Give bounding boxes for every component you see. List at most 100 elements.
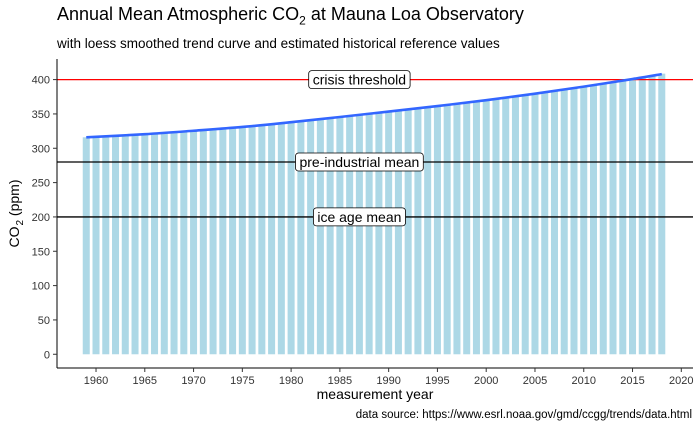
x-tick-label: 1965 [133,375,157,387]
bar-1979 [277,123,285,355]
bar-1981 [297,120,305,355]
bar-2017 [648,75,656,355]
bar-2003 [511,96,519,355]
x-tick-label: 2010 [572,375,596,387]
bar-1998 [463,102,471,355]
bar-2004 [521,95,529,355]
bar-2005 [531,93,539,355]
y-axis-title-subscript: 2 [15,220,26,226]
x-axis-ticks: 1960 1965 1970 1975 1980 1985 1990 1995 2000 2005… [84,368,694,387]
bar-1971 [199,130,207,355]
bar-1997 [453,104,461,355]
bar-1993 [414,109,422,355]
bar-1972 [209,129,217,355]
x-tick-label: 2020 [669,375,693,387]
bar-1978 [268,123,276,355]
bar-1973 [219,127,227,355]
x-tick-label: 1990 [376,375,400,387]
x-tick-label: 1980 [279,375,303,387]
bar-1980 [287,121,295,355]
bar-1964 [131,134,139,355]
bar-2013 [609,82,617,355]
reference-labels: crisis threshold pre-industrial mean ice a… [295,70,424,227]
bar-1994 [424,107,432,355]
reference-label-box [295,152,424,172]
title-subscript: 2 [299,13,306,28]
bar-1970 [190,130,198,355]
chart-title: Annual Mean Atmospheric CO2 at Mauna Loa… [57,4,524,28]
bar-2011 [589,85,598,355]
bar-series [82,73,666,355]
bar-1969 [180,131,188,355]
bar-2006 [541,92,549,355]
bar-1962 [112,135,120,355]
y-tick-label: 100 [32,281,50,293]
bar-1992 [404,109,412,355]
bar-1982 [307,120,315,355]
x-tick-label: 1970 [181,375,205,387]
data-source-caption: data source: https://www.esrl.noaa.gov/g… [355,409,692,421]
reference-label-text: crisis threshold [313,72,406,88]
x-tick-label: 2005 [523,375,547,387]
bar-1989 [375,111,383,355]
bar-1988 [365,112,373,355]
chart-subtitle: with loess smoothed trend curve and esti… [57,36,500,51]
x-axis-title: measurement year [317,386,434,402]
bar-1975 [238,126,246,355]
bar-1985 [336,116,344,355]
x-tick-label: 1995 [425,375,449,387]
title-tail: at Mauna Loa Observatory [305,4,524,24]
bar-1987 [355,114,363,355]
bar-1991 [394,110,402,355]
y-axis-title-main: CO [6,226,22,247]
y-tick-label: 350 [32,109,50,121]
x-tick-label: 2015 [620,375,644,387]
bar-1996 [443,105,451,355]
y-tick-label: 0 [44,349,50,361]
bar-1990 [385,111,393,355]
x-tick-label: 1960 [84,375,108,387]
reference-label-box [312,207,406,227]
reference-label-text: pre-industrial mean [299,154,419,170]
bar-1959 [82,137,90,355]
bar-1986 [346,115,354,355]
reference-label-2: ice age mean [312,207,406,227]
reference-label-0: crisis threshold [308,70,411,89]
y-tick-label: 150 [32,246,50,258]
title-main: Annual Mean Atmospheric CO [57,4,300,24]
bar-2012 [599,83,607,355]
bar-1974 [229,127,237,355]
bar-1961 [102,136,110,355]
bar-2000 [482,100,490,355]
bar-1966 [151,133,159,355]
y-tick-label: 400 [32,75,50,87]
y-tick-label: 250 [32,178,50,190]
y-tick-label: 200 [32,212,50,224]
trend-curve [86,72,663,139]
bar-1995 [433,106,441,355]
x-tick-label: 2000 [474,375,498,387]
x-tick-label: 1985 [328,375,352,387]
reference-label-box [308,70,411,89]
y-tick-label: 50 [38,315,50,327]
bar-1983 [316,118,324,355]
bar-1999 [472,101,480,355]
bar-1967 [160,133,168,355]
bar-2002 [502,97,510,355]
y-tick-label: 300 [32,143,50,155]
bar-1977 [258,125,266,355]
y-axis-title-tail: (ppm) [6,179,22,219]
x-tick-label: 1975 [230,375,254,387]
bar-2008 [560,89,568,355]
bar-2001 [492,99,500,355]
bar-2010 [580,86,588,355]
bar-1960 [92,136,100,355]
bar-1965 [141,134,149,355]
bar-2007 [550,90,558,355]
bar-1976 [248,126,256,355]
reference-label-1: pre-industrial mean [295,152,424,172]
bar-1984 [326,117,334,355]
bar-1968 [170,132,178,355]
bar-2018 [658,73,666,355]
